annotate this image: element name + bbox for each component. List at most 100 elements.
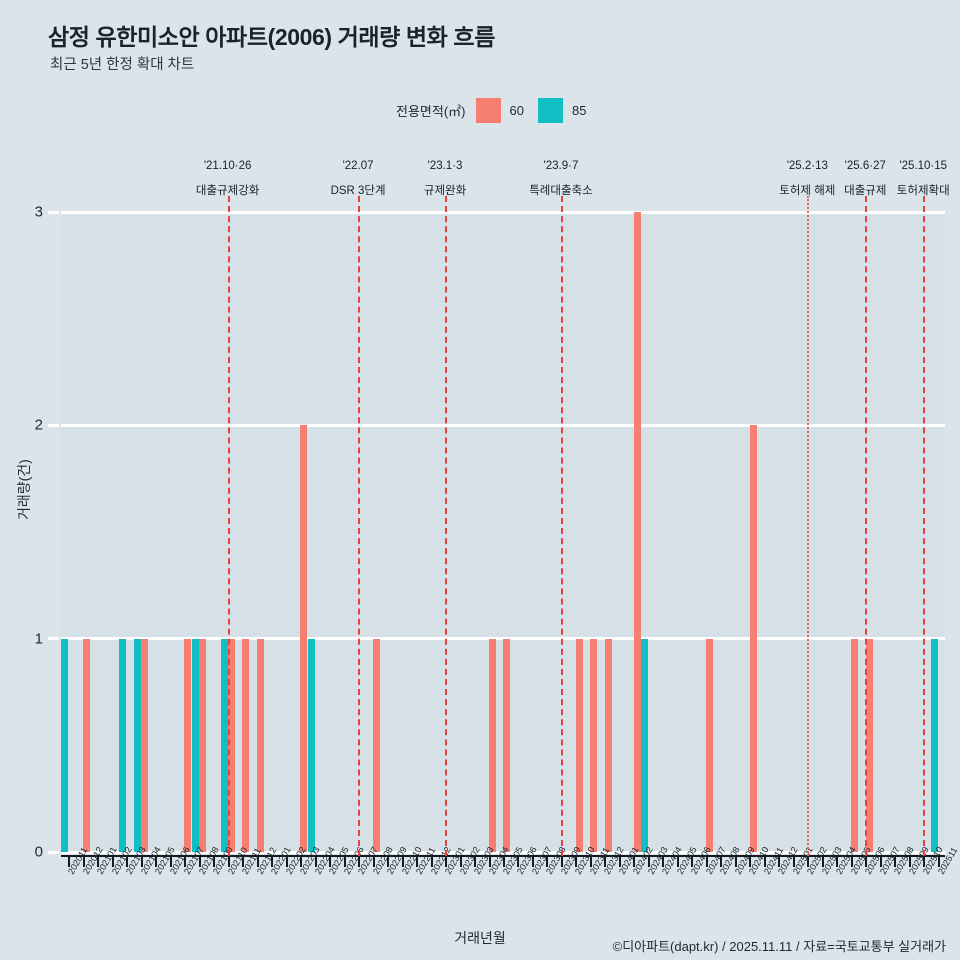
event-name-label: 규제완화 bbox=[423, 185, 467, 197]
event-date-label: '23.1·3 bbox=[427, 160, 463, 172]
bar bbox=[300, 425, 308, 852]
x-tick-mark bbox=[546, 857, 549, 867]
x-tick-mark bbox=[300, 857, 303, 867]
y-tick-label: 1 bbox=[34, 630, 43, 648]
event-line bbox=[807, 196, 810, 856]
x-tick-mark bbox=[865, 857, 868, 867]
event-date-label: '25.6·27 bbox=[844, 160, 886, 172]
x-tick-mark bbox=[836, 857, 839, 867]
x-tick-mark bbox=[372, 857, 375, 867]
bar bbox=[61, 638, 69, 852]
event-line bbox=[445, 196, 448, 856]
x-tick-mark bbox=[401, 857, 404, 867]
chart-legend: 전용면적(㎡) 60 85 bbox=[396, 98, 600, 123]
x-tick-mark bbox=[604, 857, 607, 867]
y-axis-label: 거래량(건) bbox=[16, 459, 32, 520]
y-tick-mark bbox=[48, 423, 59, 427]
x-tick-mark bbox=[271, 857, 274, 867]
x-tick-mark bbox=[155, 857, 158, 867]
legend-title: 전용면적(㎡) bbox=[396, 104, 466, 119]
x-tick-mark bbox=[850, 857, 853, 867]
x-tick-mark bbox=[227, 857, 230, 867]
bar bbox=[503, 638, 511, 852]
x-tick-mark bbox=[633, 857, 636, 867]
y-tick-label: 3 bbox=[34, 203, 43, 221]
event-date-label: '25.10·15 bbox=[899, 160, 948, 172]
event-name-label: 대출규제 bbox=[844, 185, 887, 197]
x-tick-mark bbox=[140, 857, 143, 867]
x-tick-mark bbox=[821, 857, 824, 867]
page-title: 삼정 유한미소안 아파트(2006) 거래량 변화 흐름 bbox=[48, 24, 495, 50]
event-date-label: '22.07 bbox=[342, 160, 374, 172]
gridline bbox=[61, 210, 945, 214]
legend-swatch-85 bbox=[537, 98, 563, 123]
x-tick-mark bbox=[720, 857, 723, 867]
bar bbox=[851, 638, 859, 852]
x-tick-mark bbox=[517, 857, 520, 867]
chart-subtitle: 최근 5년 한정 확대 차트 bbox=[50, 57, 195, 73]
x-tick-mark bbox=[387, 857, 390, 867]
x-tick-mark bbox=[184, 857, 187, 867]
chart-footer: ©디아파트(dapt.kr) / 2025.11.11 / 자료=국토교통부 실… bbox=[612, 939, 946, 954]
event-line bbox=[865, 196, 868, 856]
x-tick-mark bbox=[879, 857, 882, 867]
y-tick-mark bbox=[48, 637, 59, 641]
x-tick-mark bbox=[169, 857, 172, 867]
event-line bbox=[560, 196, 563, 856]
bar bbox=[184, 638, 192, 852]
x-tick-mark bbox=[430, 857, 433, 867]
bar bbox=[706, 638, 714, 852]
bar bbox=[227, 638, 235, 852]
y-tick-label: 0 bbox=[34, 843, 43, 861]
x-tick-mark bbox=[503, 857, 505, 867]
gridline bbox=[61, 850, 945, 854]
bar bbox=[749, 425, 757, 852]
x-tick-mark bbox=[763, 857, 766, 867]
x-axis-line bbox=[61, 855, 945, 857]
x-tick-mark bbox=[474, 857, 477, 867]
x-tick-mark bbox=[111, 857, 114, 867]
event-name-label: 토허제확대 bbox=[896, 185, 950, 197]
bar bbox=[575, 638, 583, 852]
legend-label-85: 85 bbox=[571, 103, 587, 118]
x-tick-mark bbox=[908, 857, 911, 867]
event-name-label: 대출규제강화 bbox=[195, 185, 260, 197]
legend-swatch-60 bbox=[475, 98, 501, 123]
bar bbox=[198, 638, 206, 852]
bar bbox=[83, 638, 91, 852]
bar bbox=[590, 638, 598, 852]
x-tick-mark bbox=[676, 857, 679, 867]
bar bbox=[930, 638, 938, 852]
x-tick-mark bbox=[213, 857, 216, 867]
event-name-label: DSR 3단계 bbox=[330, 185, 386, 197]
bar bbox=[141, 638, 148, 852]
x-tick-mark bbox=[647, 857, 650, 867]
x-tick-mark bbox=[618, 857, 621, 867]
x-tick-mark bbox=[575, 857, 578, 867]
x-tick-mark bbox=[358, 857, 361, 867]
bar bbox=[372, 638, 380, 852]
event-date-label: '23.9·7 bbox=[543, 160, 579, 172]
x-tick-mark bbox=[97, 857, 100, 867]
x-tick-mark bbox=[778, 857, 781, 867]
x-tick-mark bbox=[734, 857, 737, 867]
y-tick-mark bbox=[48, 210, 59, 214]
x-tick-mark bbox=[560, 857, 563, 867]
bar bbox=[307, 638, 315, 852]
bar bbox=[133, 638, 141, 852]
x-tick-mark bbox=[68, 857, 71, 867]
bar bbox=[191, 638, 199, 852]
bar bbox=[488, 638, 496, 852]
x-tick-mark bbox=[705, 857, 708, 867]
x-tick-mark bbox=[82, 857, 85, 867]
x-tick-mark bbox=[488, 857, 491, 867]
bar bbox=[633, 212, 641, 852]
plot-area bbox=[61, 210, 945, 854]
x-tick-mark bbox=[691, 857, 694, 867]
x-tick-mark bbox=[198, 857, 201, 867]
x-axis-label: 거래년월 bbox=[454, 930, 506, 946]
legend-label-60: 60 bbox=[509, 103, 524, 118]
bar bbox=[119, 638, 127, 852]
x-tick-mark bbox=[343, 857, 346, 867]
